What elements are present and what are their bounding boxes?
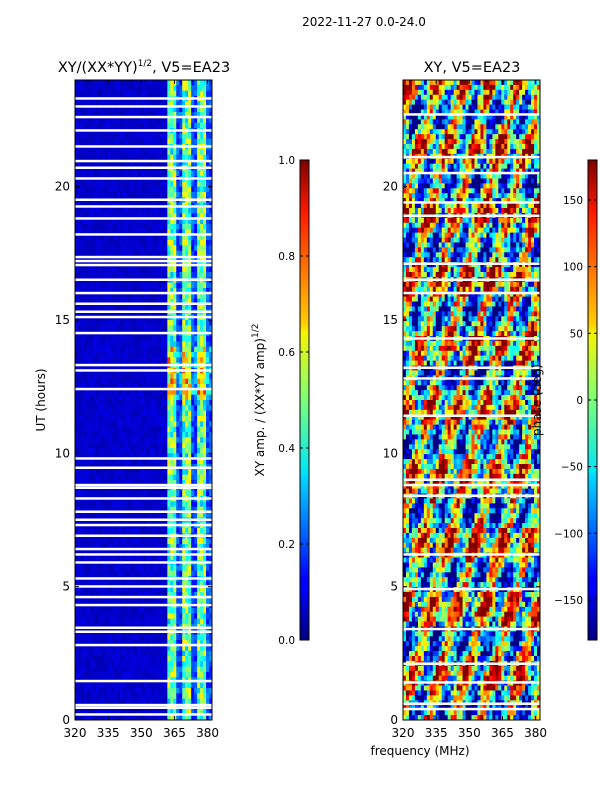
x-tick-label: 350 (458, 726, 481, 740)
x-tick-label: 335 (425, 726, 448, 740)
y-tick-label: 15 (55, 313, 70, 327)
y-tick-label: 10 (383, 446, 398, 460)
x-tick-label: 320 (64, 726, 87, 740)
colorbar-tick-label: 0 (576, 395, 583, 407)
y-tick-label: 5 (390, 580, 398, 594)
y-tick-label: 0 (390, 713, 398, 727)
amplitude-heatmap (75, 80, 212, 720)
y-tick-label: 0 (62, 713, 70, 727)
amplitude-colorbar-gradient (300, 160, 309, 640)
colorbar-tick-label: 0.4 (278, 443, 295, 455)
colorbar-tick-label: −150 (554, 595, 583, 607)
y-tick-label: 20 (55, 180, 70, 194)
phase-panel-title: XY, V5=EA23 (424, 60, 521, 76)
colorbar-tick-label: 100 (563, 262, 583, 274)
colorbar-tick-label: 0.8 (278, 251, 295, 263)
phase-heatmap (403, 80, 540, 720)
phase-panel: XY, V5=EA23 320 335 350 365 380 0 5 10 15 20 (383, 60, 547, 740)
colorbar-tick-label: 50 (570, 328, 583, 340)
amplitude-y-axis-label: UT (hours) (34, 368, 48, 431)
amplitude-panel: XY/(XX*YY)1/2, V5=EA23 320 335 350 365 380 0… (34, 59, 230, 740)
colorbar-tick-label: −100 (554, 528, 583, 540)
x-tick-label: 380 (524, 726, 547, 740)
amplitude-colorbar-label: XY amp. / (XX*YY amp)1/2 (251, 324, 267, 477)
colorbar-tick-label: −50 (561, 462, 583, 474)
x-tick-label: 365 (163, 726, 186, 740)
colorbar-tick-label: 0.2 (278, 539, 295, 551)
phase-colorbar-label: phase (deg) (530, 364, 544, 436)
amplitude-colorbar: 0.0 0.2 0.4 0.6 0.8 1.0 XY amp. / (XX*YY amp)… (251, 155, 309, 647)
colorbar-tick-label: 0.0 (278, 635, 295, 647)
y-tick-label: 15 (383, 313, 398, 327)
figure-suptitle: 2022-11-27 0.0-24.0 (302, 15, 426, 29)
colorbar-tick-label: 1.0 (278, 155, 295, 167)
x-tick-label: 365 (491, 726, 514, 740)
y-tick-label: 10 (55, 446, 70, 460)
x-tick-label: 350 (130, 726, 153, 740)
amplitude-panel-title: XY/(XX*YY)1/2, V5=EA23 (58, 59, 230, 76)
y-tick-label: 5 (62, 580, 70, 594)
y-tick-label: 20 (383, 180, 398, 194)
colorbar-tick-label: 150 (563, 195, 583, 207)
x-tick-label: 320 (392, 726, 415, 740)
colorbar-tick-label: 0.6 (278, 347, 295, 359)
x-tick-label: 335 (97, 726, 120, 740)
x-tick-label: 380 (196, 726, 219, 740)
frequency-x-axis-label: frequency (MHz) (370, 744, 469, 758)
